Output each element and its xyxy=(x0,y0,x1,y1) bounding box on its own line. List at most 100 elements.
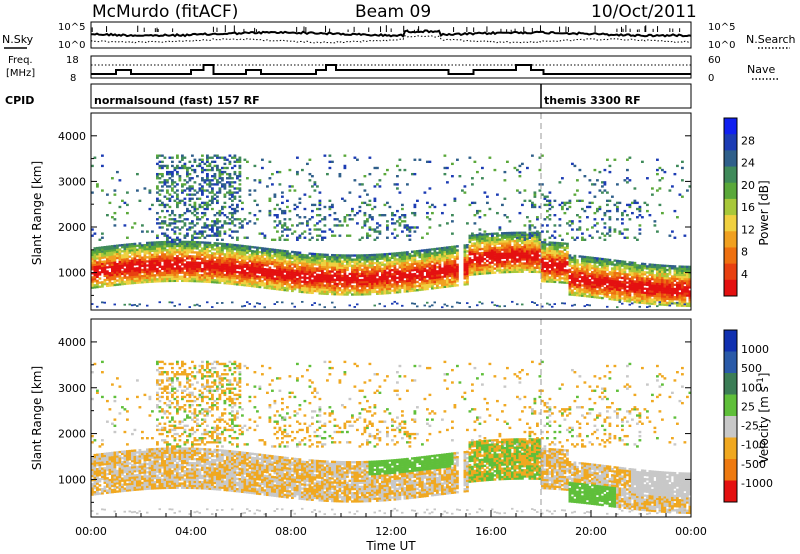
power-cell xyxy=(113,246,117,250)
power-cell xyxy=(343,283,347,286)
power-cell xyxy=(581,265,584,269)
power-cell xyxy=(188,209,192,213)
power-cell xyxy=(523,256,527,259)
power-cell xyxy=(138,303,141,306)
power-cell xyxy=(173,242,177,246)
power-cell xyxy=(403,273,407,277)
power-cell xyxy=(268,248,272,251)
power-cell xyxy=(288,285,292,288)
power-cell xyxy=(576,285,579,289)
power-cell xyxy=(141,244,144,247)
power-cell xyxy=(561,277,564,280)
power-cell xyxy=(508,242,512,245)
power-cell xyxy=(333,234,337,237)
power-cell xyxy=(266,268,269,271)
power-cell xyxy=(238,246,242,249)
power-cell xyxy=(246,263,249,267)
power-cell xyxy=(226,247,229,250)
power-cell xyxy=(306,268,309,272)
power-cell xyxy=(196,222,199,225)
power-cell xyxy=(128,263,132,267)
power-cell xyxy=(231,177,234,180)
power-cell xyxy=(421,261,424,265)
power-cell xyxy=(193,158,197,161)
power-cell xyxy=(518,252,522,255)
power-cell xyxy=(548,278,552,281)
power-cell xyxy=(368,270,372,273)
power-cell xyxy=(236,277,239,280)
power-cell xyxy=(226,257,229,260)
power-cell xyxy=(443,283,447,286)
power-cell xyxy=(276,203,279,207)
power-cell xyxy=(346,266,349,270)
power-cell xyxy=(191,168,194,172)
power-cell xyxy=(356,266,359,269)
power-cell xyxy=(211,262,214,265)
power-cell xyxy=(236,238,239,241)
power-cell xyxy=(206,255,209,259)
power-cell xyxy=(168,251,172,254)
power-cell xyxy=(111,273,114,277)
power-cell xyxy=(328,154,332,157)
power-cell xyxy=(293,271,297,274)
power-cell xyxy=(218,252,222,256)
power-cell xyxy=(518,256,522,259)
power-cell xyxy=(93,275,97,279)
power-cell xyxy=(281,268,284,271)
power-cell xyxy=(586,290,589,294)
power-cell xyxy=(181,166,184,170)
power-cell xyxy=(423,265,427,268)
power-cell xyxy=(91,234,94,237)
power-cell xyxy=(371,282,374,285)
power-cell xyxy=(261,265,264,268)
power-cell xyxy=(471,265,474,268)
power-cell xyxy=(516,260,519,263)
power-cell xyxy=(183,234,187,237)
power-cell xyxy=(588,274,592,278)
power-cell xyxy=(368,199,372,202)
power-cell xyxy=(378,265,382,269)
power-cell xyxy=(203,243,207,246)
power-cell xyxy=(408,228,412,231)
power-cell xyxy=(243,281,247,285)
power-cell xyxy=(453,261,457,265)
power-cell xyxy=(361,264,364,267)
power-cell xyxy=(513,246,517,249)
power-cell xyxy=(328,199,332,202)
power-cell xyxy=(206,205,209,209)
power-cell xyxy=(296,257,299,260)
power-cell xyxy=(178,228,182,231)
power-cell xyxy=(313,261,317,264)
power-cell xyxy=(443,166,447,170)
power-cell xyxy=(581,257,584,260)
power-cell xyxy=(541,271,544,275)
power-cell xyxy=(578,199,582,202)
power-cell xyxy=(171,228,174,231)
power-cell xyxy=(403,290,407,293)
power-cell xyxy=(543,245,547,248)
power-cell xyxy=(203,162,207,166)
power-cell xyxy=(403,257,407,260)
power-cell xyxy=(131,304,134,307)
power-cell xyxy=(513,250,517,253)
power-cell xyxy=(228,247,232,250)
power-cell xyxy=(278,183,282,186)
power-cell xyxy=(173,279,177,283)
power-cell xyxy=(193,236,197,239)
power-cell xyxy=(558,281,562,284)
power-cell xyxy=(126,261,129,265)
power-cell xyxy=(596,292,599,295)
power-cell xyxy=(133,273,137,276)
power-cell xyxy=(183,255,187,258)
power-cell xyxy=(563,262,567,266)
power-cell xyxy=(158,177,162,180)
power-cell xyxy=(331,205,334,209)
power-cell xyxy=(523,254,527,257)
power-cell xyxy=(171,181,174,184)
power-cell xyxy=(308,287,312,290)
power-cell xyxy=(356,285,359,288)
power-cell xyxy=(328,290,332,294)
power-cell xyxy=(411,281,414,284)
power-cell xyxy=(586,278,589,282)
power-cell xyxy=(241,224,244,227)
